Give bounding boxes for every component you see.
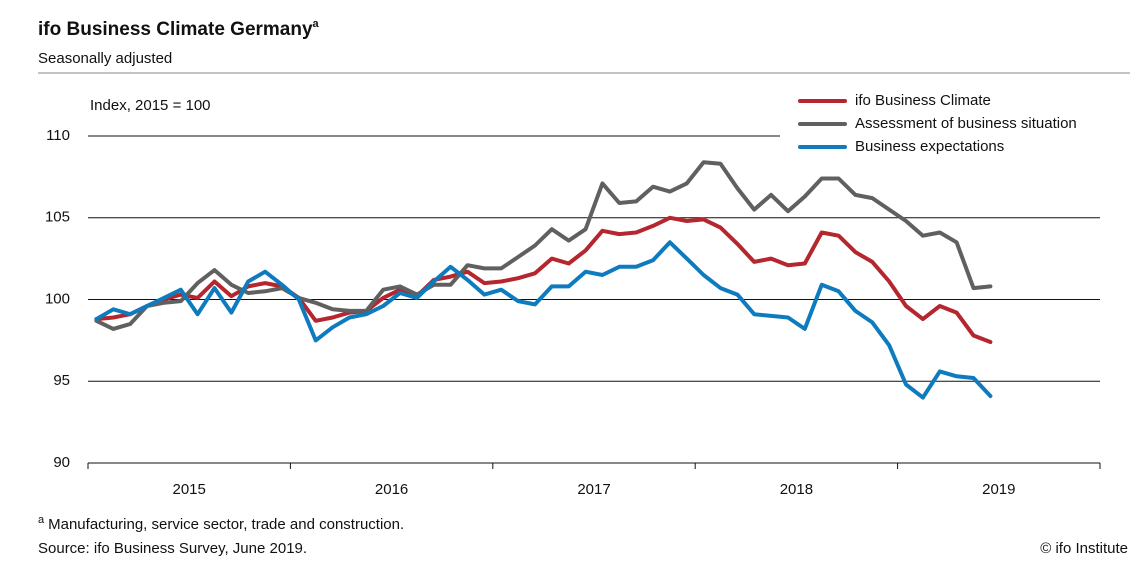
chart-title: ifo Business Climate Germany bbox=[38, 19, 313, 40]
legend-label: ifo Business Climate bbox=[855, 92, 991, 109]
chart-subtitle: Seasonally adjusted bbox=[38, 50, 172, 67]
y-tick-label: 95 bbox=[53, 372, 70, 389]
y-axis-label: Index, 2015 = 100 bbox=[90, 97, 211, 114]
x-tick-label: 2018 bbox=[780, 481, 813, 498]
series-line bbox=[94, 160, 993, 331]
legend-label: Assessment of business situation bbox=[855, 115, 1077, 132]
x-tick-label: 2016 bbox=[375, 481, 408, 498]
series-line bbox=[94, 240, 993, 400]
title-marker: a bbox=[313, 18, 320, 30]
credit: © ifo Institute bbox=[1040, 540, 1128, 557]
x-tick-label: 2015 bbox=[173, 481, 206, 498]
y-tick-label: 100 bbox=[45, 290, 70, 307]
y-tick-label: 105 bbox=[45, 209, 70, 226]
footnote-group: a Manufacturing, service sector, trade an… bbox=[38, 514, 404, 533]
x-tick-label: 2017 bbox=[577, 481, 610, 498]
x-tick-label: 2019 bbox=[982, 481, 1015, 498]
chart-title-group: ifo Business Climate Germanya bbox=[38, 18, 320, 40]
source: Source: ifo Business Survey, June 2019. bbox=[38, 540, 307, 557]
legend-label: Business expectations bbox=[855, 138, 1004, 155]
y-tick-label: 110 bbox=[46, 127, 70, 144]
y-tick-label: 90 bbox=[53, 454, 70, 471]
footnote: Manufacturing, service sector, trade and… bbox=[48, 516, 404, 533]
footnote-marker: a bbox=[38, 514, 45, 526]
